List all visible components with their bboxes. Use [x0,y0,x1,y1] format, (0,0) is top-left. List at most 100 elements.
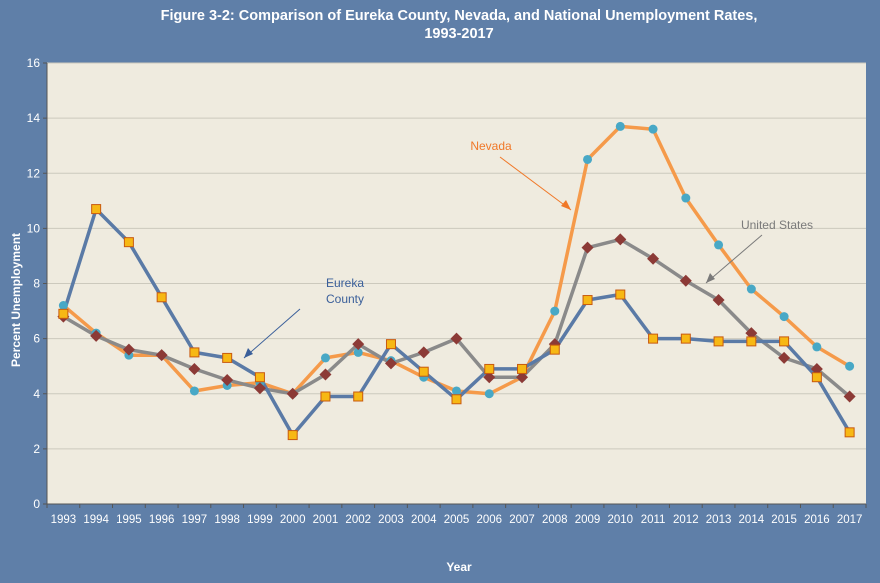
y-tick-label: 14 [27,111,41,125]
point-nevada [484,389,494,399]
point-united-states [483,371,496,384]
point-united-states [253,382,266,395]
point-eureka-county [844,427,855,438]
point-nevada [812,342,822,352]
x-tick-label: 2006 [476,514,502,526]
annotation-nevada-arrow [499,156,572,211]
x-tick-label: 1996 [149,514,175,526]
y-tick-label: 0 [33,497,40,511]
x-tick-label: 2017 [837,514,863,526]
point-eureka-county [517,363,528,374]
point-eureka-county [385,339,396,350]
point-united-states [810,362,823,375]
annotation-eureka-line1: Eureka [326,276,364,290]
point-united-states [843,390,856,403]
annotation-eureka-arrowhead [244,348,253,358]
point-eureka-county [222,352,233,363]
point-eureka-county [713,336,724,347]
point-eureka-county [648,333,659,344]
point-eureka-county [320,391,331,402]
annotation-eureka-arrow [243,308,301,359]
point-eureka-county [484,363,495,374]
annotation-united-states: United States [741,218,813,232]
point-united-states [450,332,463,345]
annotations: Nevada United States Eureka County [243,139,813,359]
point-eureka-county [811,372,822,383]
point-united-states [581,241,594,254]
point-eureka-county [287,430,298,441]
x-tick-label: 1994 [83,514,109,526]
point-nevada [353,347,363,357]
point-united-states [319,368,332,381]
point-united-states [745,327,758,340]
point-united-states [90,329,103,342]
point-united-states [516,371,529,384]
point-united-states [614,233,627,246]
x-tick-label: 2004 [411,514,437,526]
point-united-states [188,362,201,375]
point-eureka-county [779,336,790,347]
x-tick-label: 2009 [575,514,601,526]
x-tick-label: 1997 [182,514,208,526]
x-tick-label: 2011 [641,514,666,526]
chart-title: Figure 3-2: Comparison of Eureka County,… [161,8,758,24]
point-nevada [746,284,756,294]
point-eureka-county [91,204,102,215]
point-united-states [647,252,660,265]
y-tick-label: 16 [27,56,41,70]
point-nevada [452,386,461,396]
point-united-states [221,373,234,386]
point-nevada [583,154,593,164]
point-eureka-county [156,292,167,303]
point-eureka-county [582,295,593,306]
series-markers [57,121,856,441]
point-united-states [384,357,397,370]
point-eureka-county [680,333,691,344]
point-nevada [550,306,560,316]
y-tick-label: 12 [27,166,41,180]
y-tick-label: 4 [33,387,40,401]
x-tick-label: 2002 [345,514,371,526]
tick-labels: 0 2 4 6 8 10 12 14 16 1993 1994 1995 1996 1997 1998 199… [27,56,863,526]
point-nevada [779,312,789,322]
point-united-states [122,343,135,356]
point-united-states [155,349,168,362]
x-tick-label: 2005 [444,514,470,526]
x-tick-label: 1995 [116,514,142,526]
point-nevada [845,361,855,371]
axes [43,62,867,508]
point-united-states [417,346,430,359]
annotation-eureka-line2: County [326,292,364,306]
x-axis-label: Year [446,560,472,574]
point-united-states [352,338,365,351]
point-eureka-county [254,372,265,383]
x-tick-label: 2010 [608,514,634,526]
point-nevada [615,121,625,131]
point-nevada [681,193,691,203]
annotation-us-arrow [705,234,763,284]
point-eureka-county [58,308,69,319]
x-tick-label: 2003 [378,514,404,526]
x-tick-label: 2016 [804,514,830,526]
y-tick-label: 10 [27,221,41,235]
x-tick-label: 1993 [51,514,77,526]
point-united-states [712,294,725,307]
y-tick-label: 6 [33,332,40,346]
point-eureka-county [418,366,429,377]
point-nevada [714,240,724,250]
x-tick-label: 2012 [673,514,699,526]
x-tick-label: 2013 [706,514,732,526]
point-united-states [679,274,692,287]
chart-subtitle: 1993-2017 [424,26,493,42]
x-tick-label: 2001 [313,514,339,526]
y-tick-label: 8 [33,277,40,291]
x-tick-label: 2007 [509,514,535,526]
annotation-nevada: Nevada [470,139,512,153]
annotation-nevada-arrowhead [561,200,571,210]
point-nevada [58,301,68,311]
point-eureka-county [353,391,364,402]
point-nevada [189,386,199,396]
point-eureka-county [615,289,626,300]
